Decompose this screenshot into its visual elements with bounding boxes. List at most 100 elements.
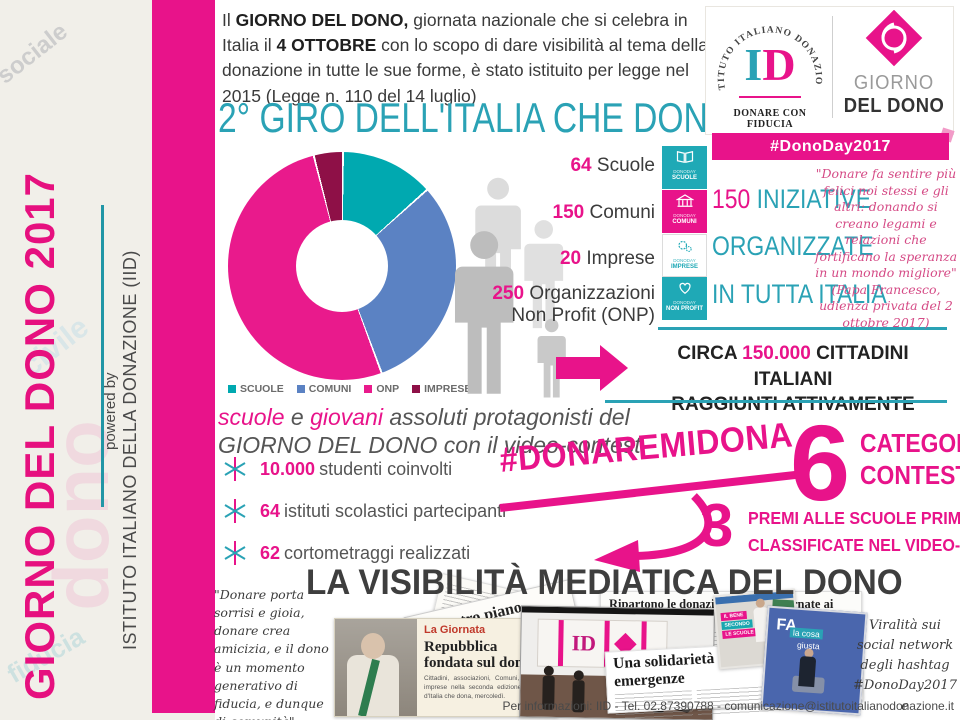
contest-categorie-label: CATEGORIE CONTEST (860, 428, 960, 491)
quote-attribution: (Papa Francesco, udienza privata del 2 o… (819, 281, 953, 330)
iid-letter-i: I (744, 39, 763, 90)
iniziative-line1: 150 INIZIATIVE (712, 176, 871, 223)
giorno-del-dono-logo: GIORNO DEL DONO (838, 10, 950, 130)
footer-contact-info: Per informazioni: IID - Tel. 02.87390788… (502, 699, 954, 713)
tv-person (798, 656, 817, 688)
protagonisti-line2: GIORNO DEL DONO con il video-contest (218, 432, 641, 459)
intro-text: giornata nazionale che si celebra in Ita… (222, 10, 688, 56)
news-photo (335, 619, 417, 716)
legend-item-onp: ONP (364, 383, 399, 395)
bullet-label: cortometraggi realizzati (284, 542, 471, 563)
contest-line: CONTEST (860, 459, 960, 490)
stat-label: Scuole (596, 155, 655, 176)
stat-value: 150 (552, 202, 585, 223)
diamond-swirl-icon (865, 10, 923, 67)
asterisk-icon (224, 457, 246, 481)
quote-text: "Donare porta sorrisi e gioia, donare cr… (214, 587, 329, 720)
legend-item-scuole: SCUOLE (228, 383, 284, 395)
stat-label: Organizzazioni (529, 283, 655, 304)
legend-label: IMPRESE (424, 383, 472, 395)
contest-number-6: 6 (790, 402, 851, 523)
badge-brand: DONODAY (673, 300, 696, 305)
badge-brand: DONODAY (673, 213, 696, 218)
iniziative-text: INIZIATIVE (750, 184, 872, 214)
donut-hole (296, 220, 388, 312)
iid-arc-text: ISTITUTO ITALIANO DONAZIONE (705, 1, 822, 91)
tv-caption-blocks: IL BENE SECONDO LE SCUOLE (720, 610, 758, 640)
stat-imprese: 20 Imprese (440, 248, 655, 270)
media-section-title: LA VISIBILITÀ MEDIATICA DEL DONO (306, 563, 903, 602)
tv-caption: LE SCUOLE (722, 628, 758, 640)
logo-box (705, 6, 954, 135)
asterisk-icon (224, 499, 246, 523)
event-title-vertical: GIORNO DEL DONO 2017 (16, 171, 63, 700)
premi-line2: CLASSIFICATE NEL VIDEO-CONTEST (748, 535, 960, 556)
right-arrow-icon (556, 357, 600, 379)
badge-donoday-comuni: DONODAY COMUNI (662, 190, 707, 233)
categorie-line: CATEGORIE (860, 428, 960, 458)
legend-swatch (296, 385, 305, 393)
legend-swatch (228, 385, 236, 393)
bullet-value: 64 (260, 500, 281, 521)
badge-donoday-imprese: DONODAY IMPRESE (662, 234, 707, 277)
badge-label: IMPRESE (670, 263, 698, 270)
stat-value: 250 (492, 283, 525, 304)
giorno-label: GIORNO (853, 72, 935, 94)
news-text: La Giornata Repubblica fondata sul dono … (417, 619, 557, 716)
stat-value: 20 (559, 248, 582, 269)
highlight-giovani: giovani (310, 404, 383, 430)
news-headline: Repubblica fondata sul dono (424, 639, 531, 672)
badge-label: COMUNI (672, 218, 697, 225)
tv-logo-lacosa: la cosa (789, 627, 824, 640)
badge-donoday-nonprofit: DONODAY NON PROFIT (662, 277, 707, 320)
powered-by-label: powered by (102, 372, 119, 450)
highlight-scuole: scuole (218, 404, 285, 430)
intro-bold-giorno: GIORNO DEL DONO, (235, 10, 409, 30)
legend-swatch (364, 385, 373, 393)
stat-onp: 250 Organizzazioni Non Profit (ONP) (440, 283, 655, 327)
protagonisti-text: e (284, 404, 311, 430)
reach-statement: CIRCA 150.000 CITTADINI ITALIANI RAGGIUN… (636, 341, 950, 418)
asterisk-icon (224, 541, 246, 565)
intro-text: Il (222, 10, 236, 30)
intro-paragraph: Il GIORNO DEL DONO, giornata nazionale c… (222, 8, 716, 109)
news-body: Cittadini, associazioni, Comuni, scuole … (424, 675, 550, 700)
divider-line (605, 400, 947, 403)
social-virality-note: Viralità sui social network degli hashta… (850, 618, 960, 720)
bullet-text: 10.000 studenti coinvolti (260, 459, 452, 480)
page-title: 2° GIRO DELL'ITALIA CHE DONA (218, 94, 731, 141)
badge-label: SCUOLE (671, 174, 697, 181)
iniziative-line2: ORGANIZZATE (712, 231, 874, 262)
legend-label: ONP (376, 383, 400, 395)
bullet-istituti: 64 istituti scolastici partecipanti (222, 498, 506, 524)
intro-bold-date: 4 OTTOBRE (276, 35, 377, 56)
stat-label: Imprese (586, 248, 655, 269)
papa-francesco-quote: "Donare fa sentire più felici noi stessi… (813, 166, 959, 331)
left-sidebar: sociale civile dono fiducia GIORNO DEL D… (0, 0, 215, 720)
quote-text: "Donare fa sentire più felici noi stessi… (814, 166, 958, 280)
legend-item-comuni: COMUNI (296, 383, 352, 395)
legend-item-imprese: IMPRESE (412, 383, 471, 395)
iid-underline (739, 96, 801, 98)
iid-letter-d: D (762, 39, 796, 90)
badge-brand: DONODAY (673, 258, 696, 263)
protagonisti-text: assoluti protagonisti del (382, 404, 630, 430)
iid-monogram: ID (709, 42, 831, 88)
bullet-value: 10.000 (260, 458, 316, 479)
donoday-hashtag-ribbon: #DonoDay2017 (712, 133, 949, 160)
reach-line2: RAGGIUNTI ATTIVAMENTE (671, 394, 915, 416)
legend-label: COMUNI (308, 383, 352, 395)
bank-icon (674, 194, 695, 207)
protagonisti-line1: scuole e giovani assoluti protagonisti d… (218, 403, 630, 431)
bullet-text: 64 istituti scolastici partecipanti (260, 501, 506, 522)
bullet-text: 62 cortometraggi realizzati (260, 543, 470, 564)
curved-arrow-icon (499, 470, 805, 572)
magenta-accent-bar (152, 0, 215, 713)
premi-line1: PREMI ALLE SCUOLE PRIME (748, 508, 960, 528)
del-dono-label: DEL DONO (843, 95, 945, 117)
badge-brand: DONODAY (673, 169, 696, 174)
stat-scuole: 64 Scuole (440, 155, 655, 177)
stat-label: Comuni (589, 202, 655, 223)
premi-number-3: 3 (700, 492, 734, 559)
